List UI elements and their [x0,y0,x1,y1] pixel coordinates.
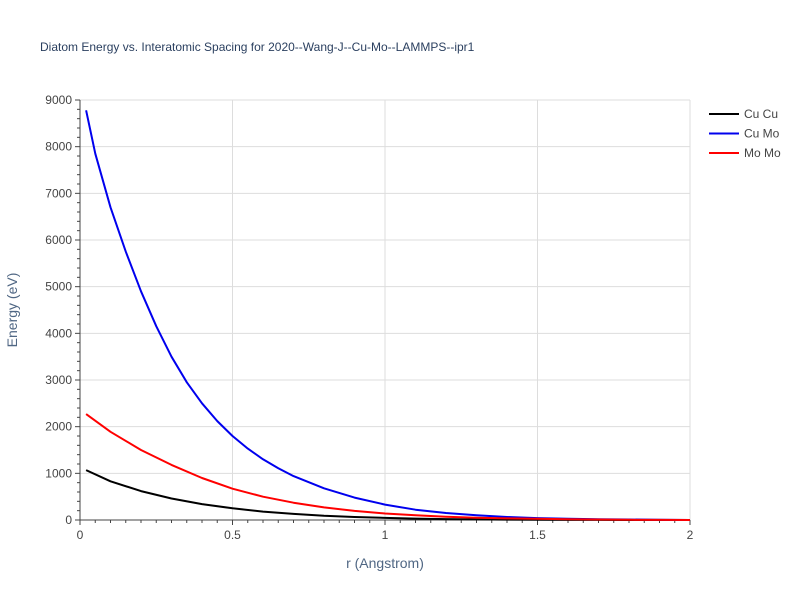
y-tick-label: 0 [65,513,72,527]
y-tick-label: 8000 [45,140,72,154]
x-tick-label: 1 [382,528,389,542]
series-line-mo-mo [85,413,691,521]
y-tick-label: 5000 [45,280,72,294]
plot-area [85,110,691,521]
legend-item-mo-mo[interactable]: Mo Mo [709,146,781,160]
legend: Cu Cu Cu Mo Mo Mo [709,107,781,160]
legend-label: Cu Cu [744,107,778,121]
axes: 0 1000 2000 3000 4000 5000 6000 7000 8000 9000 0 0.… [45,93,693,542]
x-tick-label: 0.5 [224,528,241,542]
y-tick-label: 4000 [45,326,72,340]
legend-item-cu-mo[interactable]: Cu Mo [709,127,780,141]
y-tick-label: 9000 [45,93,72,107]
chart-title: Diatom Energy vs. Interatomic Spacing fo… [40,40,475,54]
series-line-cu-cu [85,469,690,521]
legend-label: Cu Mo [744,127,780,141]
legend-item-cu-cu[interactable]: Cu Cu [709,107,778,121]
y-tick-label: 6000 [45,233,72,247]
y-tick-label: 7000 [45,186,72,200]
x-axis-title: r (Angstrom) [346,555,424,571]
legend-label: Mo Mo [744,146,781,160]
gridlines [80,99,691,520]
x-tick-label: 1.5 [529,528,546,542]
y-tick-label: 1000 [45,466,72,480]
y-tick-label: 3000 [45,373,72,387]
series-line-cu-mo [85,110,691,521]
y-axis-title: Energy (eV) [4,273,20,348]
y-tick-label: 2000 [45,420,72,434]
x-tick-label: 2 [687,528,694,542]
x-tick-label: 0 [77,528,84,542]
